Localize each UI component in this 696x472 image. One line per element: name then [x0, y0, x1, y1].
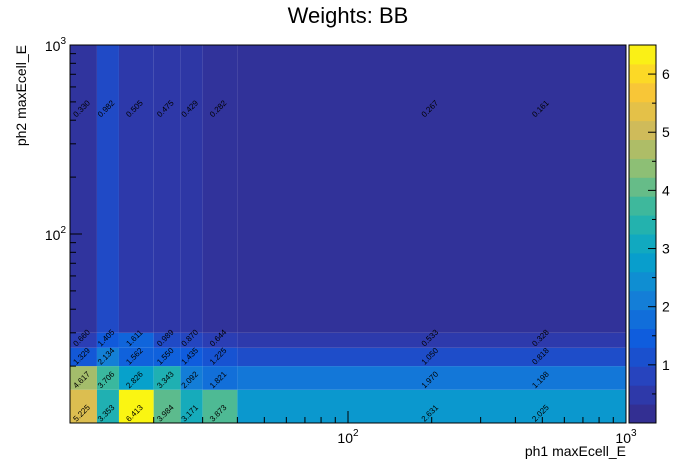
- heatmap-cell: [237, 347, 626, 367]
- heatmap-cell: [153, 389, 181, 423]
- x-axis: 102 103: [69, 411, 637, 446]
- heatmap-cell: [96, 45, 119, 333]
- heatmap-cell: [70, 332, 97, 348]
- heatmap-cell: [153, 366, 181, 390]
- colorbar-step: [629, 82, 656, 103]
- heatmap-cell: [237, 45, 626, 333]
- colorbar-frame: [628, 44, 657, 424]
- colorbar-step: [629, 139, 656, 159]
- colorbar-step: [629, 290, 656, 311]
- colorbar-step: [629, 328, 656, 348]
- colorbar-step: [629, 271, 656, 292]
- heatmap-cell: [153, 347, 181, 367]
- heatmap-cell: [237, 366, 626, 390]
- colorbar-step: [629, 347, 656, 367]
- heatmap-cell: [118, 45, 154, 333]
- heatmap-cell: [202, 332, 238, 348]
- colorbar-tick-label: 1: [662, 357, 670, 373]
- heatmap-cell: [180, 389, 203, 423]
- heatmap-cell: [118, 332, 154, 348]
- colorbar-step: [629, 196, 656, 216]
- colorbar-tick-label: 5: [662, 124, 670, 140]
- colorbar-step: [629, 385, 656, 405]
- colorbar-tick-label: 2: [662, 299, 670, 315]
- colorbar-step: [629, 404, 656, 424]
- y-tick-label: 103: [45, 36, 67, 54]
- heatmap-cell: [202, 45, 238, 333]
- y-axis: 102 103: [45, 36, 82, 424]
- colorbar-tick-label: 6: [662, 66, 670, 82]
- colorbar-step: [629, 366, 656, 386]
- colorbar-step: [629, 158, 656, 178]
- heatmap-cell: [70, 347, 97, 367]
- chart-title: Weights: BB: [288, 3, 409, 28]
- colorbar-tick-label: 3: [662, 241, 670, 257]
- heatmap-cell: [180, 332, 203, 348]
- colorbar-step: [629, 215, 656, 235]
- x-axis-label: ph1 maxEcell_E: [525, 443, 626, 459]
- colorbar: 1 2 3 4 5 6: [628, 44, 670, 424]
- colorbar-step: [629, 309, 656, 329]
- colorbar-step: [629, 101, 656, 122]
- y-tick-label: 102: [45, 225, 67, 243]
- heatmap-cell: [202, 366, 238, 390]
- heatmap-cell: [118, 389, 154, 423]
- heatmap-cell: [96, 347, 119, 367]
- heatmap-cell: [202, 389, 238, 423]
- x-tick-label: 103: [615, 428, 637, 446]
- heatmap-cell: [180, 45, 203, 333]
- heatmap-cell: [180, 347, 203, 367]
- colorbar-step: [629, 45, 656, 65]
- colorbar-step: [629, 252, 656, 273]
- heatmap-cell: [118, 366, 154, 390]
- colorbar-step: [629, 234, 656, 254]
- heatmap-cell: [96, 366, 119, 390]
- colorbar-step: [629, 177, 656, 197]
- heatmap-cell: [237, 332, 626, 348]
- colorbar-tick-label: 4: [662, 182, 670, 198]
- heatmap-cell: [70, 389, 97, 423]
- heatmap-cell: [70, 45, 97, 333]
- x-tick-label: 102: [337, 428, 359, 446]
- heatmap-cell: [202, 347, 238, 367]
- heatmap-cell: [70, 366, 97, 390]
- colorbar-step: [629, 63, 656, 84]
- heatmap-cells: [70, 45, 626, 423]
- heatmap-cell: [153, 45, 181, 333]
- heatmap-cell: [96, 389, 119, 423]
- heatmap-cell: [118, 347, 154, 367]
- heatmap-cell: [96, 332, 119, 348]
- y-axis-label: ph2 maxEcell_E: [13, 45, 29, 146]
- heatmap-cell: [180, 366, 203, 390]
- heatmap-cell: [153, 332, 181, 348]
- colorbar-step: [629, 120, 656, 140]
